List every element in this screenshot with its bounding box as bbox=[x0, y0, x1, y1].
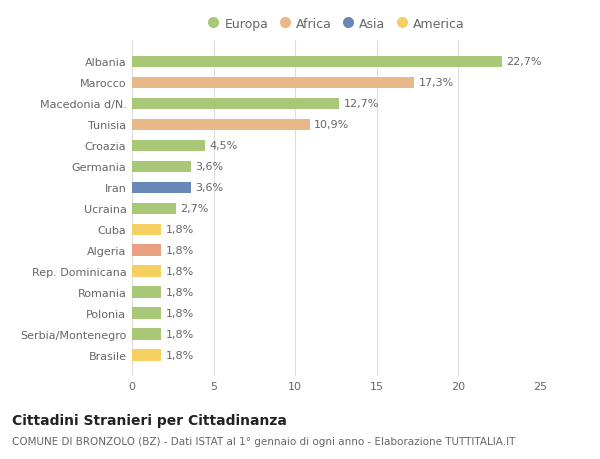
Text: 3,6%: 3,6% bbox=[195, 183, 223, 193]
Text: 1,8%: 1,8% bbox=[166, 288, 194, 297]
Bar bbox=[132, 245, 161, 257]
Bar bbox=[132, 161, 191, 173]
Text: Cittadini Stranieri per Cittadinanza: Cittadini Stranieri per Cittadinanza bbox=[12, 413, 287, 427]
Text: 22,7%: 22,7% bbox=[506, 57, 542, 67]
Text: 10,9%: 10,9% bbox=[314, 120, 349, 130]
Text: 1,8%: 1,8% bbox=[166, 350, 194, 360]
Legend: Europa, Africa, Asia, America: Europa, Africa, Asia, America bbox=[203, 14, 469, 34]
Text: 1,8%: 1,8% bbox=[166, 330, 194, 340]
Text: COMUNE DI BRONZOLO (BZ) - Dati ISTAT al 1° gennaio di ogni anno - Elaborazione T: COMUNE DI BRONZOLO (BZ) - Dati ISTAT al … bbox=[12, 436, 515, 446]
Bar bbox=[132, 98, 339, 110]
Bar bbox=[132, 119, 310, 131]
Bar bbox=[132, 266, 161, 277]
Bar bbox=[132, 308, 161, 319]
Text: 12,7%: 12,7% bbox=[343, 99, 379, 109]
Bar bbox=[132, 329, 161, 340]
Text: 1,8%: 1,8% bbox=[166, 267, 194, 277]
Bar bbox=[132, 224, 161, 235]
Bar bbox=[132, 350, 161, 361]
Text: 1,8%: 1,8% bbox=[166, 308, 194, 319]
Text: 2,7%: 2,7% bbox=[180, 204, 209, 214]
Text: 17,3%: 17,3% bbox=[418, 78, 454, 88]
Text: 1,8%: 1,8% bbox=[166, 246, 194, 256]
Bar bbox=[132, 182, 191, 194]
Bar bbox=[132, 78, 415, 89]
Bar bbox=[132, 56, 502, 68]
Bar bbox=[132, 203, 176, 215]
Bar bbox=[132, 287, 161, 298]
Text: 3,6%: 3,6% bbox=[195, 162, 223, 172]
Bar bbox=[132, 140, 205, 152]
Text: 4,5%: 4,5% bbox=[209, 141, 238, 151]
Text: 1,8%: 1,8% bbox=[166, 225, 194, 235]
